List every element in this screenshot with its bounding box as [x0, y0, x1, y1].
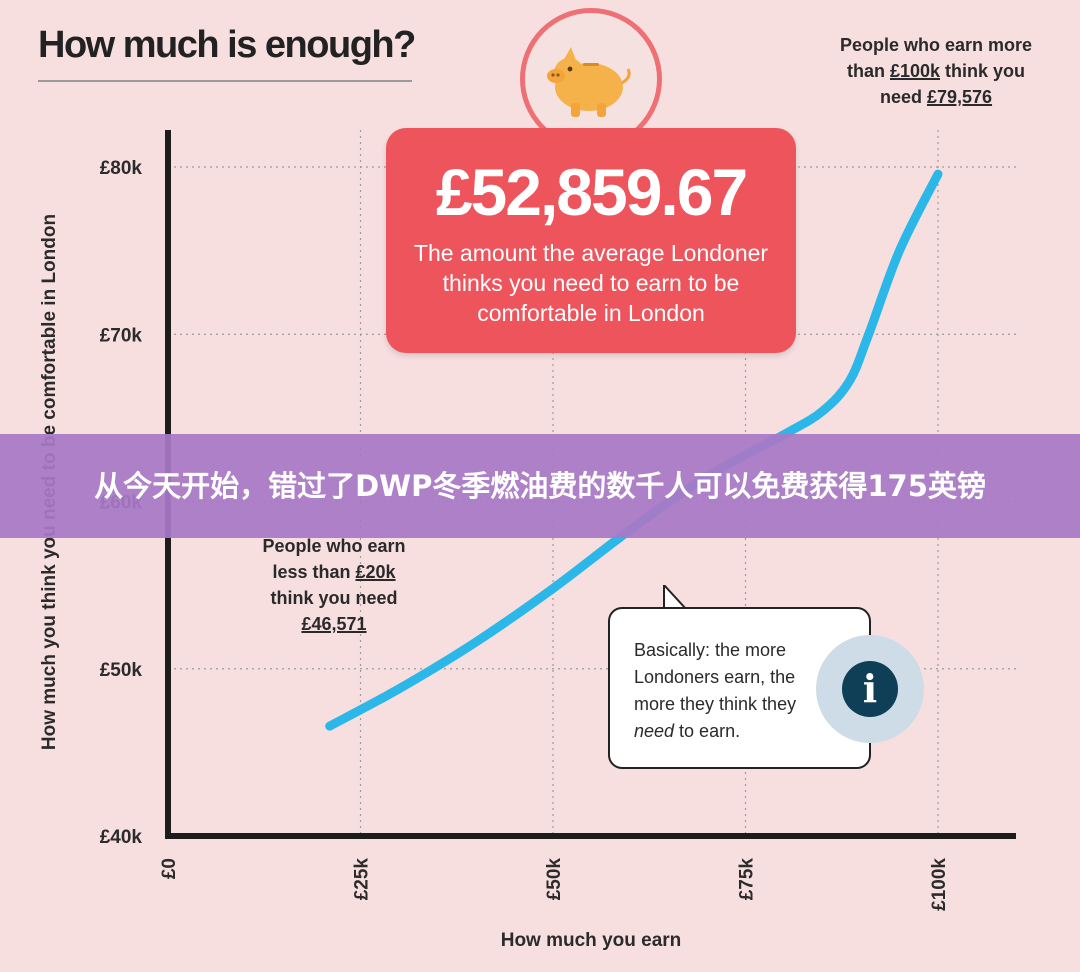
title-underline: [38, 80, 412, 82]
news-headline-banner[interactable]: 从今天开始，错过了DWP冬季燃油费的数千人可以免费获得175英镑: [0, 434, 1080, 538]
x-tick-label: £75k: [737, 858, 758, 901]
info-badge: i: [816, 635, 924, 743]
annotation-low-line3: think you need: [270, 588, 398, 608]
annotation-low-line1: People who earn: [262, 536, 406, 556]
annotation-low-line4: £46,571: [301, 614, 367, 634]
annotation-low-line2: less than £20k: [272, 562, 396, 582]
annotation-low-earners: People who earn less than £20k think you…: [226, 533, 442, 637]
annotation-high-line1: People who earn more: [839, 35, 1033, 55]
y-tick-label: £80k: [100, 158, 143, 179]
x-tick-label: £50k: [544, 858, 565, 901]
piggy-bank-icon: [547, 47, 631, 117]
x-tick-label: £0: [159, 858, 180, 879]
info-line4: need to earn.: [634, 721, 741, 741]
info-line1: Basically: the more: [634, 640, 787, 660]
y-tick-label: £50k: [100, 660, 143, 681]
y-tick-label: £40k: [100, 827, 143, 848]
x-tick-label: £100k: [929, 858, 950, 911]
headline-amount: £52,859.67: [435, 155, 748, 229]
info-text: Basically: the more Londoners earn, the …: [634, 637, 814, 745]
y-tick-label: £70k: [100, 325, 143, 346]
info-line3: more they think they: [634, 694, 797, 714]
headline-box: £52,859.67 The amount the average London…: [386, 128, 796, 353]
chart-title: How much is enough?: [38, 24, 416, 66]
annotation-high-line2: than £100k think you: [846, 61, 1026, 81]
x-tick-labels: £0 £25k £50k £75k £100k: [159, 858, 950, 911]
annotation-high-line3: need £79,576: [879, 87, 993, 107]
banner-text: 从今天开始，错过了DWP冬季燃油费的数千人可以免费获得175英镑: [94, 469, 986, 503]
info-icon: i: [842, 661, 898, 717]
annotation-high-earners: People who earn more than £100k think yo…: [800, 32, 1072, 110]
piggy-bank-badge: [520, 8, 662, 150]
x-tick-label: £25k: [352, 858, 373, 901]
headline-caption: The amount the average Londoner thinks y…: [413, 240, 769, 326]
x-axis-label: How much you earn: [500, 930, 682, 951]
info-line2: Londoners earn, the: [634, 667, 796, 687]
